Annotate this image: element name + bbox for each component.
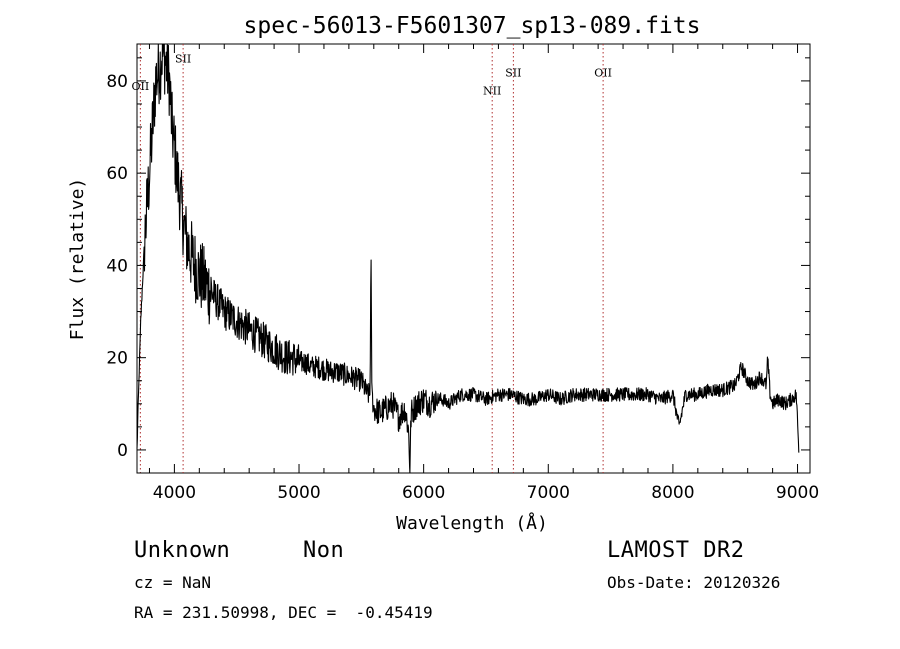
x-tick-label: 8000	[651, 483, 694, 503]
x-tick-label: 6000	[402, 483, 445, 503]
x-axis-label: Wavelength (Å)	[396, 512, 548, 534]
x-tick-label: 9000	[776, 483, 819, 503]
emission-line-label: SII	[175, 52, 191, 65]
emission-line-label: SII	[505, 66, 521, 79]
x-tick-label: 4000	[153, 483, 196, 503]
plot-frame	[136, 43, 811, 474]
spectrum-series	[136, 43, 800, 474]
chart-title: spec-56013-F5601307_sp13-089.fits	[244, 13, 701, 39]
y-tick-label: 80	[106, 72, 128, 92]
spectrum-line-0	[136, 43, 800, 474]
survey-name: LAMOST DR2	[607, 538, 745, 563]
emission-line-label: OII	[594, 66, 612, 79]
x-tick-label: 7000	[527, 483, 570, 503]
y-axis-label: Flux (relative)	[67, 178, 88, 341]
y-tick-label: 0	[117, 441, 128, 461]
y-tick-label: 60	[106, 164, 128, 184]
y-tick-label: 20	[106, 349, 128, 369]
x-axis: 4000 5000 6000 7000 8000 9000	[148, 44, 819, 503]
coordinates-readout: RA = 231.50998, DEC = -0.45419	[134, 603, 433, 622]
y-axis: 0 20 40 60 80	[106, 57, 810, 474]
emission-line-label: OII	[132, 80, 150, 93]
redshift-readout: cz = NaN	[134, 573, 212, 592]
spectral-subclass: Non	[303, 538, 345, 563]
y-tick-label: 40	[106, 256, 128, 276]
emission-line-label: NII	[483, 85, 501, 98]
observation-date: Obs-Date: 20120326	[607, 573, 781, 592]
x-tick-label: 5000	[277, 483, 320, 503]
spectral-class: Unknown	[134, 538, 231, 563]
